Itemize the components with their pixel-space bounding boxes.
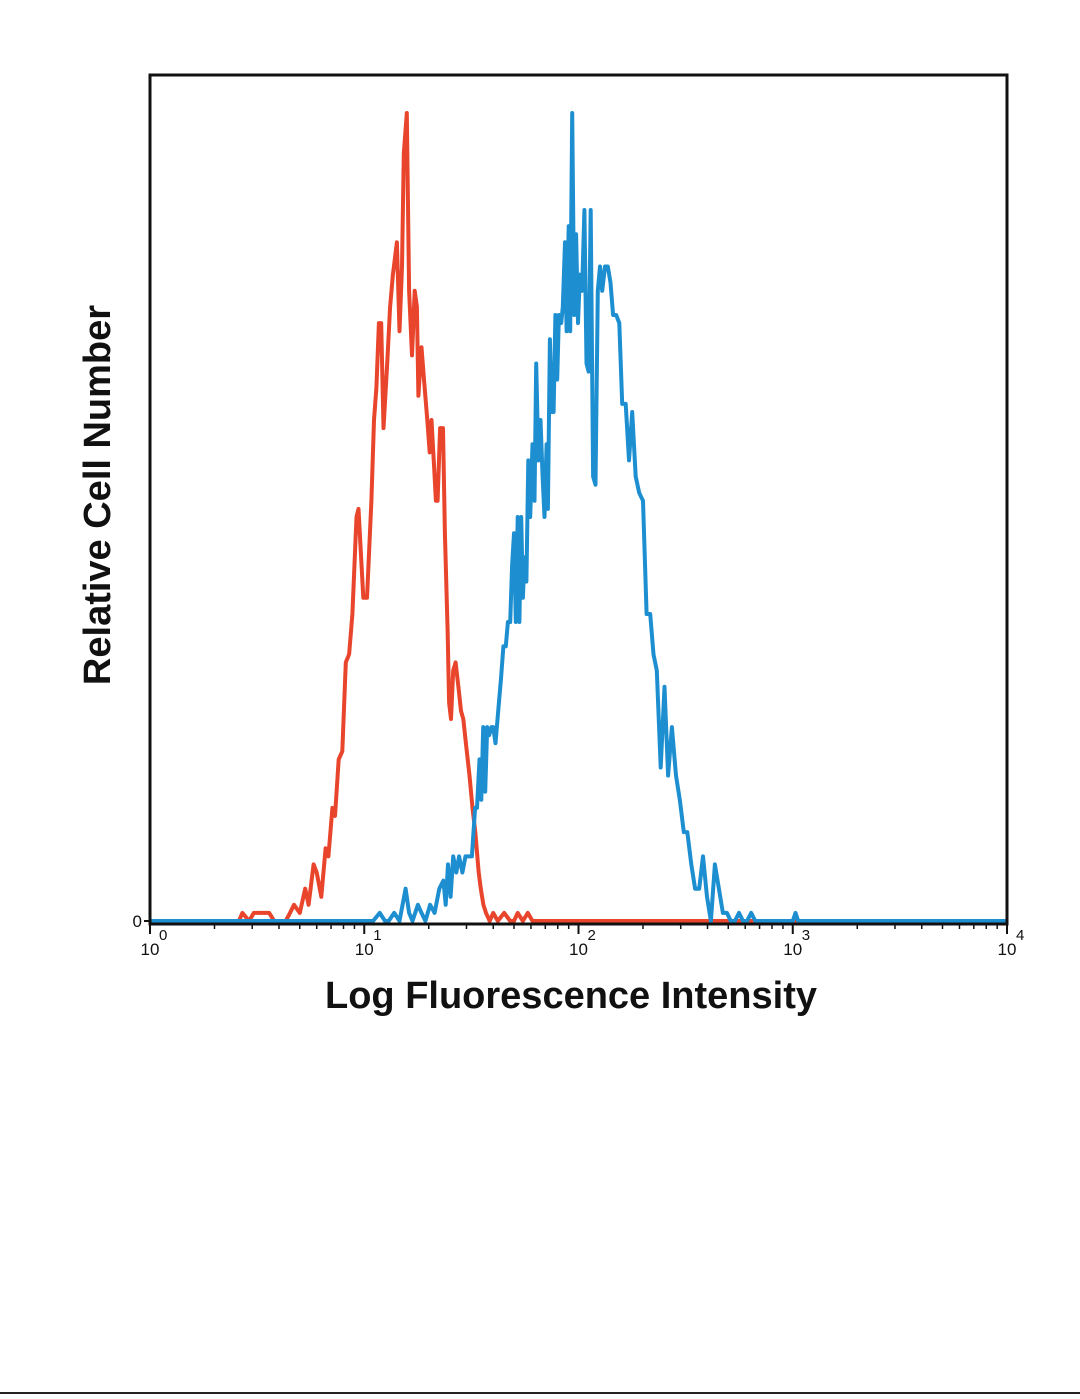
plot-frame [148,73,1009,926]
x-tick-exponent: 1 [373,927,381,944]
x-tick-label: 10 [355,940,374,959]
x-tick-label: 10 [569,940,588,959]
x-tick-label: 10 [783,940,802,959]
x-tick-exponent: 3 [802,927,810,944]
page-bottom-rule [0,1392,1080,1394]
x-tick-exponent: 4 [1016,927,1024,944]
x-tick-label: 10 [141,940,160,959]
x-tick-label: 10 [998,940,1017,959]
y-tick-label: 0 [133,912,142,931]
x-axis-title: Log Fluorescence Intensity [325,975,817,1017]
x-tick-exponent: 0 [159,927,167,944]
histogram-series-2 [150,111,1007,923]
histogram-series-1 [150,111,1007,923]
x-tick-exponent: 2 [588,927,596,944]
y-axis-title: Relative Cell Number [77,305,119,685]
